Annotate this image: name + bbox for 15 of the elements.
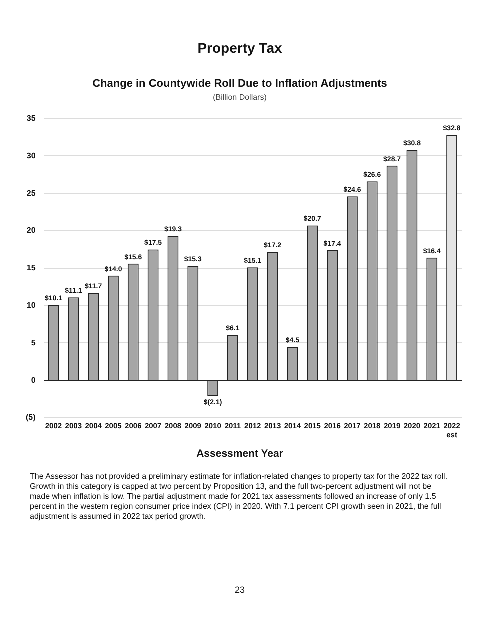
y-tick-label: 30	[26, 151, 36, 160]
y-tick-label: 15	[26, 264, 36, 273]
chart-subtitle: Change in Countywide Roll Due to Inflation Adjustments	[92, 78, 388, 90]
y-tick-label: 20	[26, 226, 36, 236]
y-axis-title: (Billion Dollars)	[212, 93, 268, 102]
text: The Assessor has not provided a preliminary estimate for inflation-related changes to property tax for the 2022 tax roll. Growth in this category is capped at two percent by Proposition 13, and the full two-percent adjustment will not be made when inflation is low. The partial adjustment made for 2021 tax assessments followed an increase of only 1.5 percent in the western region consumer price index (CPI) in 2020. With 7.1 percent CPI growth seen in 2021, the full adjustment is assumed in 2022 tax period growth.	[30, 472, 449, 522]
y-tick-label: 0	[31, 376, 36, 385]
y-tick-label: 35	[26, 114, 36, 124]
chart-title: Property Tax	[196, 40, 284, 56]
y-tick-label: 5	[31, 338, 36, 348]
y-tick-label: 10	[26, 301, 36, 310]
y-tick-label: (5)	[26, 413, 36, 422]
text: 23	[234, 585, 246, 595]
y-tick-label: 25	[26, 188, 36, 198]
x-axis-title: Assessment Year	[196, 448, 284, 460]
